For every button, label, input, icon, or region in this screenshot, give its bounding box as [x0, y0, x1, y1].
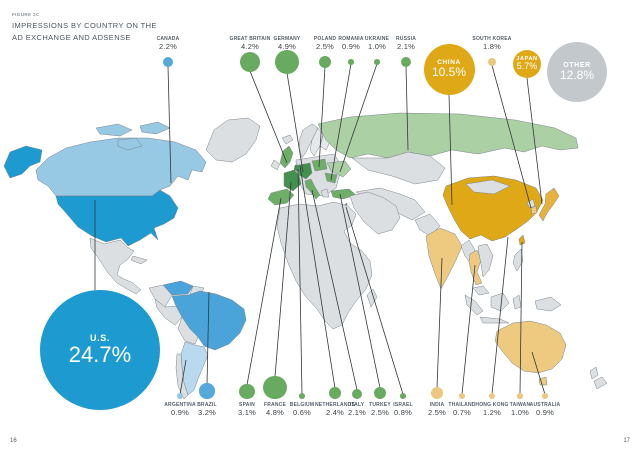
map-canada-arctic-island — [139, 121, 171, 135]
map-new-guinea — [534, 296, 562, 312]
map-tasmania — [538, 376, 548, 386]
connector-line — [330, 63, 352, 181]
map-greece — [320, 188, 330, 198]
map-malaysia — [472, 285, 490, 296]
map-new-zealand — [593, 376, 608, 390]
connector-line — [519, 241, 523, 395]
connector-line — [246, 197, 282, 386]
page-number-left: 16 — [10, 438, 17, 444]
connector-line — [311, 189, 358, 390]
connector-line — [297, 168, 303, 395]
figure-header: FIGURE 2C IMPRESSIONS BY COUNTRY ON THE … — [12, 12, 157, 43]
map-sulawesi — [512, 294, 522, 310]
map-borneo — [490, 292, 510, 312]
map-central-asia — [351, 151, 446, 185]
map-countries — [3, 112, 608, 400]
map-taiwan — [518, 234, 526, 246]
map-united-states — [55, 189, 179, 247]
map-iceland — [281, 134, 294, 145]
map-india — [425, 227, 463, 290]
connector-line — [405, 66, 409, 151]
connector-line — [286, 72, 304, 173]
figure-label: FIGURE 2C — [12, 12, 40, 17]
map-africa — [276, 201, 373, 330]
map-italy — [304, 178, 321, 200]
map-china — [442, 175, 544, 242]
map-venezuela — [162, 280, 194, 296]
map-philippines — [512, 248, 524, 272]
map-bolivia — [177, 316, 199, 345]
map-russia — [317, 112, 579, 159]
page-number-right: 17 — [623, 438, 630, 444]
map-mexico-central-america — [89, 237, 142, 295]
connector-line — [491, 65, 532, 209]
map-cuba — [130, 255, 148, 265]
map-mongolia — [465, 179, 511, 195]
connector-line — [179, 359, 187, 395]
connector-line — [206, 291, 210, 385]
figure-title-line1: IMPRESSIONS BY COUNTRY ON THE — [12, 21, 157, 30]
connector-line — [339, 193, 381, 388]
connector-line — [299, 165, 336, 389]
connector-line — [448, 93, 453, 206]
map-middle-east — [349, 191, 401, 235]
map-france — [283, 169, 302, 192]
map-australia — [494, 320, 567, 374]
connector-line — [339, 63, 378, 173]
connector-line — [249, 71, 288, 164]
map-turkey — [330, 188, 357, 200]
connector-line — [491, 236, 509, 395]
map-spain — [267, 188, 295, 206]
figure-title-line2: AD EXCHANGE AND ADSENSE — [12, 32, 131, 42]
connector-line — [461, 264, 476, 395]
map-ukraine — [326, 160, 352, 178]
map-chile — [175, 353, 189, 400]
connector-line — [526, 77, 543, 205]
map-ireland — [270, 159, 281, 171]
map-greenland — [205, 117, 261, 163]
map-canada-arctic-island — [117, 137, 143, 151]
map-alaska — [3, 145, 43, 179]
connector-line — [167, 66, 172, 184]
connector-line — [274, 181, 292, 377]
map-new-zealand — [589, 366, 599, 380]
map-japan — [538, 187, 560, 222]
map-java — [479, 316, 510, 324]
map-thailand — [468, 249, 483, 286]
connector-line — [345, 206, 404, 395]
map-great-britain — [279, 145, 294, 169]
map-canada-arctic-island — [95, 123, 133, 137]
map-vietnam — [477, 243, 494, 278]
connector-line — [531, 351, 546, 395]
map-south-korea — [530, 205, 538, 215]
connector-lines — [94, 63, 546, 395]
connector-line — [436, 257, 443, 388]
map-sumatra — [464, 294, 484, 316]
map-madagascar — [366, 288, 378, 308]
map-north-korea — [526, 198, 536, 209]
connector-line — [318, 67, 326, 168]
map-norway — [298, 123, 319, 159]
